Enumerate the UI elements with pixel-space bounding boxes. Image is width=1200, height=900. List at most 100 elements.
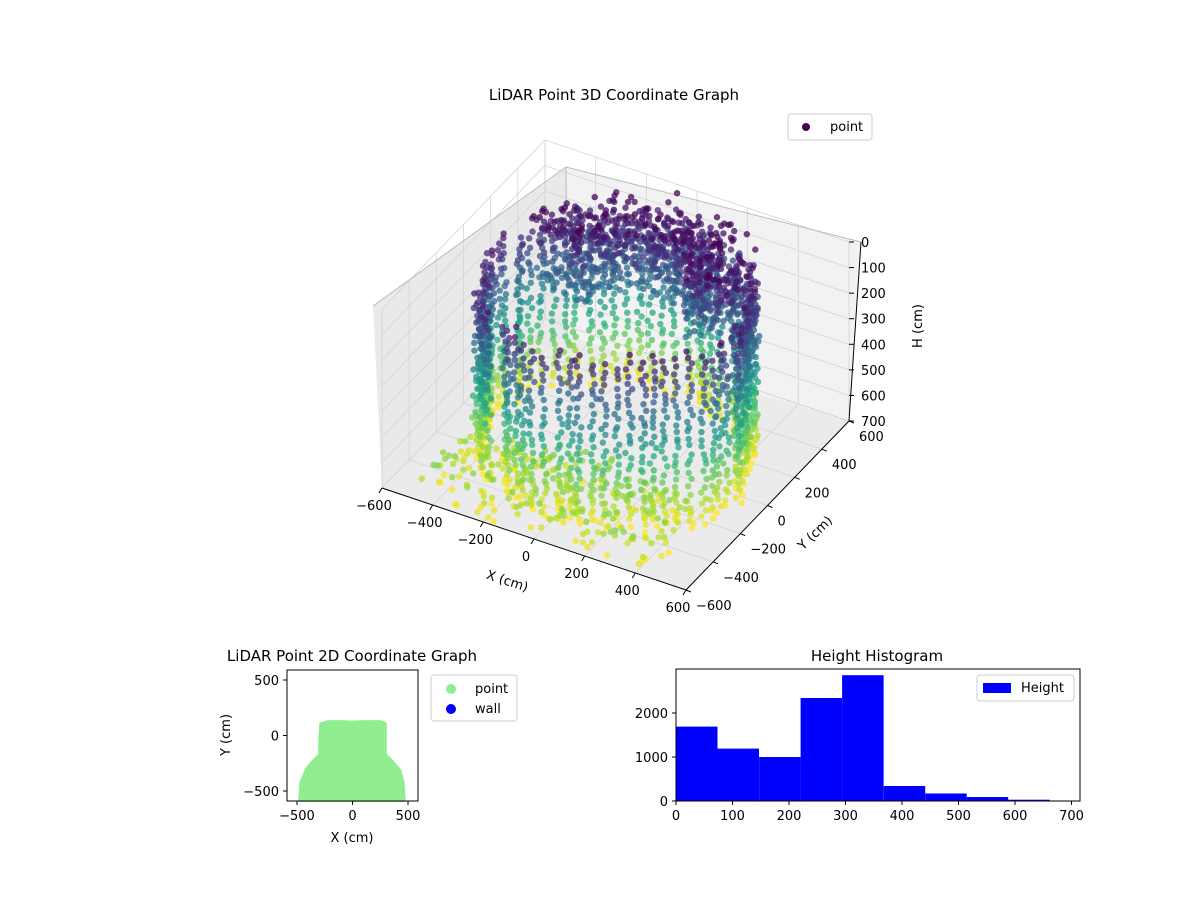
y-tick-label: 200 [805, 486, 830, 501]
data-point [505, 454, 512, 462]
data-point [611, 433, 618, 440]
data-point [528, 304, 536, 312]
data-point [641, 430, 648, 437]
data-point [708, 252, 716, 259]
data-point [464, 484, 471, 491]
data-point [732, 468, 739, 475]
data-point [700, 385, 708, 392]
data-point [710, 440, 718, 447]
data-point [624, 270, 631, 278]
data-point [516, 493, 523, 500]
data-point [698, 437, 705, 444]
data-point [599, 467, 607, 474]
data-point [478, 390, 485, 398]
data-point [520, 341, 527, 349]
data-point [601, 304, 608, 311]
data-point [418, 475, 425, 482]
data-point [571, 309, 578, 317]
data-point [645, 257, 652, 264]
data-point [735, 438, 742, 445]
data-point [527, 524, 534, 531]
data-point [561, 242, 569, 249]
data-point [611, 303, 618, 310]
y-tick-label: 2000 [635, 707, 668, 722]
data-point [742, 429, 750, 436]
data-point [674, 246, 682, 253]
data-point [646, 301, 653, 308]
data-point [497, 265, 505, 272]
data-point [623, 264, 631, 271]
data-point [614, 385, 621, 393]
data-point [609, 271, 617, 279]
data-point [688, 524, 696, 532]
data-point [527, 463, 535, 470]
data-point [677, 268, 684, 275]
data-point [527, 294, 535, 302]
data-point [500, 230, 507, 237]
data-point [735, 433, 743, 440]
y-tick [685, 589, 692, 593]
data-point [557, 347, 564, 354]
data-point [578, 424, 585, 431]
data-point [538, 354, 545, 362]
z-tick-label: 500 [861, 364, 886, 379]
data-point [672, 476, 680, 483]
data-point [614, 366, 621, 373]
data-point [698, 408, 705, 416]
data-point [616, 236, 623, 244]
data-point [670, 300, 677, 307]
data-point [665, 270, 673, 277]
data-point [726, 479, 733, 486]
data-point [556, 479, 563, 486]
data-point [636, 337, 643, 344]
data-point [589, 362, 597, 369]
data-point [571, 316, 579, 323]
grid-line [381, 165, 546, 335]
data-point [604, 522, 612, 530]
z-tick-label: 300 [861, 313, 886, 328]
data-point [738, 325, 745, 332]
data-point [465, 464, 473, 472]
data-point [509, 489, 516, 496]
data-point [659, 494, 666, 501]
data-point [497, 252, 504, 259]
data-point [573, 363, 581, 370]
data-point [690, 280, 698, 287]
data-point [549, 258, 556, 265]
data-point [659, 303, 667, 310]
data-point [736, 387, 743, 394]
data-point [697, 379, 705, 386]
x-tick-label: −500 [279, 809, 315, 824]
data-point [696, 235, 704, 242]
data-point [662, 369, 670, 376]
data-point [740, 304, 748, 312]
data-point [686, 457, 693, 464]
data-point [567, 374, 574, 382]
data-point [685, 219, 692, 226]
data-point [527, 279, 534, 286]
y-tick [794, 476, 800, 480]
data-point [601, 286, 608, 293]
data-point [638, 313, 645, 320]
data-point [747, 301, 754, 308]
data-point [560, 519, 567, 526]
data-point [537, 389, 545, 396]
data-point [744, 317, 751, 325]
data-point [450, 460, 457, 468]
x-tick-label: 0 [348, 809, 356, 824]
data-point [452, 501, 459, 508]
data-point [513, 503, 520, 511]
data-point [565, 390, 572, 397]
data-point [511, 401, 518, 408]
data-point [601, 234, 608, 241]
data-point [701, 484, 709, 491]
data-point [711, 373, 719, 380]
data-point [650, 288, 657, 295]
data-point [602, 460, 609, 467]
data-point [504, 349, 511, 356]
data-point [527, 494, 535, 502]
data-point [589, 432, 597, 439]
data-point [682, 506, 689, 513]
data-point [471, 347, 478, 354]
data-point [651, 392, 659, 399]
